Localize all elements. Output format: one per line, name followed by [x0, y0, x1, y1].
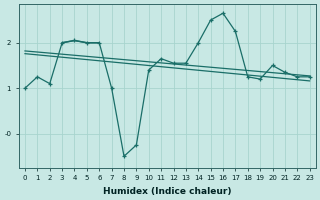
X-axis label: Humidex (Indice chaleur): Humidex (Indice chaleur): [103, 187, 232, 196]
